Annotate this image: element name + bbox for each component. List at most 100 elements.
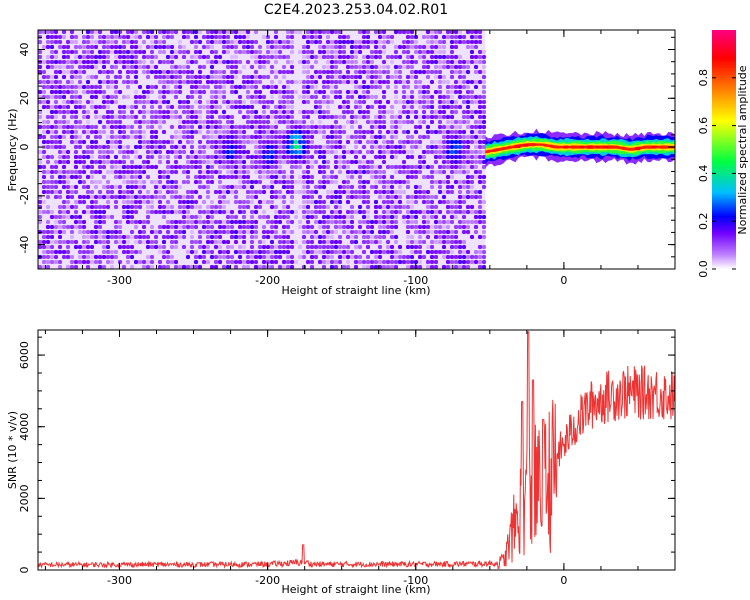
spectrogram-cell <box>250 120 254 124</box>
spectrogram-cell <box>338 215 342 219</box>
spectrogram-cell <box>114 80 118 84</box>
spectrogram-cell <box>354 150 358 154</box>
spectrogram-cell <box>410 220 414 224</box>
spectrogram-cell <box>62 205 66 209</box>
spectrogram-cell <box>130 125 134 129</box>
spectrogram-cell <box>274 195 278 199</box>
spectrogram-cell <box>238 50 242 54</box>
spectrogram-cell <box>102 145 106 149</box>
spectrogram-cell <box>218 245 222 249</box>
spectrogram-cell <box>410 255 414 259</box>
spectrogram-cell <box>74 50 78 54</box>
spectrogram-cell <box>158 150 162 154</box>
spectrogram-cell <box>230 215 234 219</box>
spectrogram-cell <box>482 255 486 259</box>
spectrogram-cell <box>98 90 102 94</box>
spectrogram-cell <box>54 185 58 189</box>
spectrogram-cell <box>310 195 314 199</box>
spectrogram-cell <box>202 250 206 254</box>
spectrogram-cell <box>462 180 466 184</box>
spectrogram-cell <box>98 235 102 239</box>
spectrogram-cell <box>70 40 74 44</box>
spectrogram-cell <box>98 240 102 244</box>
spectrogram-cell <box>46 95 50 99</box>
spectrogram-cell <box>126 240 130 244</box>
spectrogram-cell <box>258 175 262 179</box>
spectrogram-cell <box>274 170 278 174</box>
spectrogram-cell <box>170 65 174 69</box>
spectrogram-cell <box>450 145 454 149</box>
spectrogram-cell <box>406 200 410 204</box>
spectrogram-cell <box>46 40 50 44</box>
spectrogram-cell <box>330 45 334 49</box>
spectrogram-cell <box>346 220 350 224</box>
spectrogram-cell <box>382 235 386 239</box>
spectrogram-cell <box>322 50 326 54</box>
spectrogram-cell <box>154 210 158 214</box>
spectrogram-cell <box>94 235 98 239</box>
spectrogram-cell <box>98 205 102 209</box>
spectrogram-cell <box>146 220 150 224</box>
spectrogram-cell <box>326 175 330 179</box>
spectrogram-cell <box>158 125 162 129</box>
spectrogram-cell <box>398 115 402 119</box>
spectrogram-cell <box>310 80 314 84</box>
spectrogram-cell <box>98 145 102 149</box>
spectrogram-cell <box>106 70 110 74</box>
spectrogram-cell <box>334 240 338 244</box>
spectrogram-cell <box>114 165 118 169</box>
spectrogram-cell <box>110 95 114 99</box>
spectrogram-cell <box>282 135 286 139</box>
spectrogram-cell <box>114 30 118 34</box>
spectrogram-cell <box>110 30 114 34</box>
spectrogram-cell <box>434 180 438 184</box>
spectrogram-cell <box>294 150 298 154</box>
spectrogram-cell <box>330 145 334 149</box>
spectrogram-cell <box>98 115 102 119</box>
spectrogram-cell <box>158 205 162 209</box>
spectrogram-cell <box>182 170 186 174</box>
spectrogram-cell <box>342 225 346 229</box>
spectrogram-cell <box>238 225 242 229</box>
spectrogram-cell <box>390 260 394 264</box>
spectrogram-cell <box>286 145 290 149</box>
spectrogram-cell <box>454 130 458 134</box>
spectrogram-cell <box>362 190 366 194</box>
spectrogram-cell <box>230 60 234 64</box>
spectrogram-cell <box>330 195 334 199</box>
spectrogram-cell <box>386 35 390 39</box>
spectrogram-cell <box>102 210 106 214</box>
spectrogram-cell <box>174 85 178 89</box>
spectrogram-cell <box>410 250 414 254</box>
spectrogram-cell <box>222 240 226 244</box>
spectrogram-cell <box>402 260 406 264</box>
spectrogram-cell <box>438 110 442 114</box>
spectrogram-cell <box>450 215 454 219</box>
spectrogram-cell <box>98 180 102 184</box>
spectrogram-cell <box>326 105 330 109</box>
spectrogram-cell <box>186 225 190 229</box>
spectrogram-cell <box>138 180 142 184</box>
spectrogram-cell <box>338 40 342 44</box>
spectrogram-cell <box>50 30 54 34</box>
spectrogram-cell <box>70 50 74 54</box>
spectrogram-cell <box>410 165 414 169</box>
spectrogram-cell <box>162 30 166 34</box>
spectrogram-cell <box>186 170 190 174</box>
spectrogram-cell <box>178 115 182 119</box>
spectrogram-cell <box>54 90 58 94</box>
spectrogram-cell <box>398 125 402 129</box>
spectrogram-cell <box>174 150 178 154</box>
spectrogram-cell <box>378 190 382 194</box>
spectrogram-cell <box>482 150 486 154</box>
spectrogram-cell <box>378 225 382 229</box>
spectrogram-cell <box>266 135 270 139</box>
spectrogram-cell <box>342 180 346 184</box>
spectrogram-cell <box>54 190 58 194</box>
spectrogram-cell <box>310 175 314 179</box>
spectrogram-cell <box>146 215 150 219</box>
spectrogram-cell <box>438 105 442 109</box>
spectrogram-cell <box>230 160 234 164</box>
spectrogram-cell <box>442 225 446 229</box>
spectrogram-cell <box>206 55 210 59</box>
